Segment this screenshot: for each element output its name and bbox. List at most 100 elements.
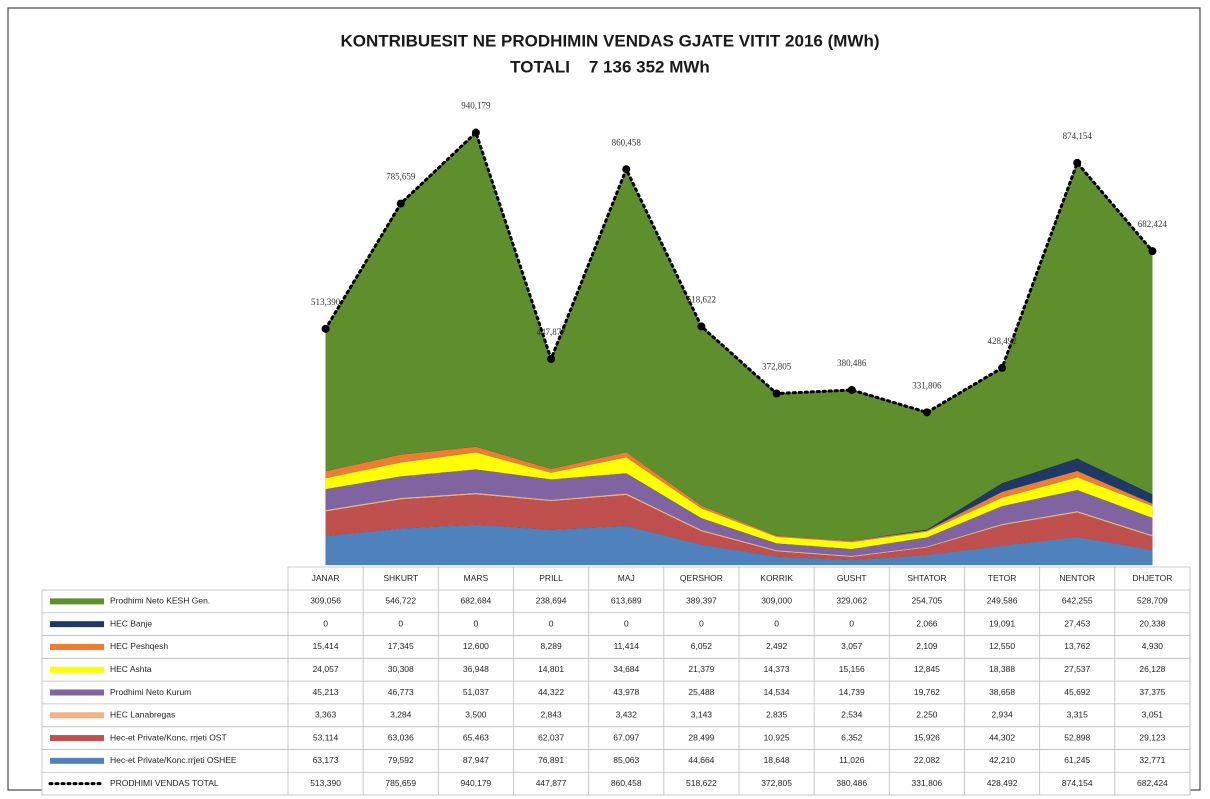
- total-marker: [471, 128, 480, 137]
- table-cell: 2,250: [916, 710, 938, 720]
- table-border: [41, 589, 1191, 796]
- legend-label: PRODHIMI VENDAS TOTAL: [110, 778, 219, 788]
- table-cell: 254,705: [912, 596, 943, 606]
- table-cell: 613,689: [611, 596, 642, 606]
- table-cell: 21,379: [688, 664, 714, 674]
- table-cell: 3,284: [390, 710, 412, 720]
- table-cell: 6,352: [841, 732, 863, 742]
- table-cell: 22,082: [914, 755, 940, 765]
- table-cell: 0: [398, 618, 403, 628]
- data-label: 940,179: [461, 101, 491, 111]
- table-cell: 0: [849, 618, 854, 628]
- table-cell: 0: [624, 618, 629, 628]
- data-label: 785,659: [386, 172, 416, 182]
- table-cell: 18,388: [989, 664, 1015, 674]
- table-cell: 2,492: [766, 641, 788, 651]
- legend-swatch: [50, 712, 104, 719]
- table-cell: 4,930: [1142, 641, 1164, 651]
- table-cell: 34,684: [613, 664, 639, 674]
- table-cell: 874,154: [1062, 778, 1093, 788]
- table-cell: 0: [774, 618, 779, 628]
- total-marker: [847, 385, 856, 394]
- data-label: 513,390: [311, 297, 341, 307]
- table-cell: 44,664: [688, 755, 714, 765]
- area: [325, 446, 1153, 543]
- data-label: 331,806: [912, 380, 942, 390]
- table-cell: 18,648: [764, 755, 790, 765]
- table-cell: 62,037: [538, 732, 564, 742]
- table-cell: 25,488: [688, 687, 714, 697]
- table-cell: 380,486: [836, 778, 867, 788]
- total-marker: [772, 389, 781, 398]
- table-cell: 2,066: [916, 618, 938, 628]
- total-marker: [998, 363, 1007, 372]
- table-cell: 42,210: [989, 755, 1015, 765]
- table-cell: 2,534: [841, 710, 863, 720]
- table-cell: 428,492: [987, 778, 1018, 788]
- x-tick-label: KORRIK: [760, 573, 793, 583]
- table-cell: 3,315: [1067, 710, 1089, 720]
- data-label: 874,154: [1063, 131, 1093, 141]
- legend-label: Prodhimi Neto KESH Gen.: [110, 596, 210, 606]
- table-cell: 14,739: [839, 687, 865, 697]
- table-cell: 642,255: [1062, 596, 1093, 606]
- table-cell: 36,948: [463, 664, 489, 674]
- x-tick-label: SHTATOR: [907, 573, 946, 583]
- legend-label: Hec-et Private/Konc. rrjeti OST: [110, 732, 227, 742]
- table-cell: 546,722: [385, 596, 416, 606]
- table-cell: 11,414: [614, 641, 640, 651]
- legend-swatch: [50, 689, 104, 696]
- table-cell: 76,891: [538, 755, 564, 765]
- table-cell: 19,091: [989, 618, 1015, 628]
- x-tick-label: JANAR: [312, 573, 340, 583]
- x-tick-label: NENTOR: [1059, 573, 1095, 583]
- legend-label: HEC Peshqesh: [110, 641, 168, 651]
- table-cell: 63,036: [388, 732, 414, 742]
- table-cell: 372,805: [761, 778, 792, 788]
- data-label: 447,877: [536, 327, 566, 337]
- area: [325, 492, 1153, 558]
- table-cell: 24,057: [313, 664, 339, 674]
- chart-title: KONTRIBUESIT NE PRODHIMIN VENDAS GJATE V…: [340, 31, 879, 50]
- data-label: 380,486: [837, 358, 867, 368]
- table-cell: 513,390: [310, 778, 341, 788]
- table-cell: 44,322: [538, 687, 564, 697]
- table-cell: 63,173: [313, 755, 339, 765]
- table-cell: 28,499: [688, 732, 714, 742]
- table-cell: 0: [549, 618, 554, 628]
- table-cell: 528,709: [1137, 596, 1168, 606]
- x-tick-label: DHJETOR: [1132, 573, 1172, 583]
- data-label: 860,458: [612, 137, 642, 147]
- table-cell: 518,622: [686, 778, 717, 788]
- table-cell: 2,934: [991, 710, 1013, 720]
- data-label: 428,492: [987, 336, 1016, 346]
- table-cell: 61,245: [1064, 755, 1090, 765]
- table-cell: 27,537: [1064, 664, 1090, 674]
- legend-swatch: [50, 621, 104, 628]
- table-cell: 29,123: [1139, 732, 1165, 742]
- table-cell: 6,052: [691, 641, 713, 651]
- table-cell: 3,143: [691, 710, 713, 720]
- table-cell: 15,926: [914, 732, 940, 742]
- total-marker: [622, 165, 631, 174]
- table-cell: 940,179: [461, 778, 492, 788]
- legend-label: Hec-et Private/Konc.rrjeti OSHEE: [110, 755, 237, 765]
- total-marker: [1148, 247, 1157, 256]
- data-label: 518,622: [687, 294, 716, 304]
- table-cell: 447,877: [536, 778, 567, 788]
- table-cell: 45,213: [313, 687, 339, 697]
- table-cell: 53,114: [313, 732, 339, 742]
- table-cell: 46,773: [388, 687, 414, 697]
- table-cell: 30,308: [388, 664, 414, 674]
- table-cell: 79,592: [388, 755, 414, 765]
- legend-label: Prodhimi Neto Kurum: [110, 687, 191, 697]
- table-cell: 85,063: [613, 755, 639, 765]
- table-cell: 3,500: [465, 710, 487, 720]
- table-cell: 0: [474, 618, 479, 628]
- table-cell: 0: [699, 618, 704, 628]
- table-cell: 14,373: [764, 664, 790, 674]
- x-tick-label: TETOR: [988, 573, 1017, 583]
- table-cell: 0: [323, 618, 328, 628]
- table-cell: 2,843: [540, 710, 562, 720]
- table-cell: 44,302: [989, 732, 1015, 742]
